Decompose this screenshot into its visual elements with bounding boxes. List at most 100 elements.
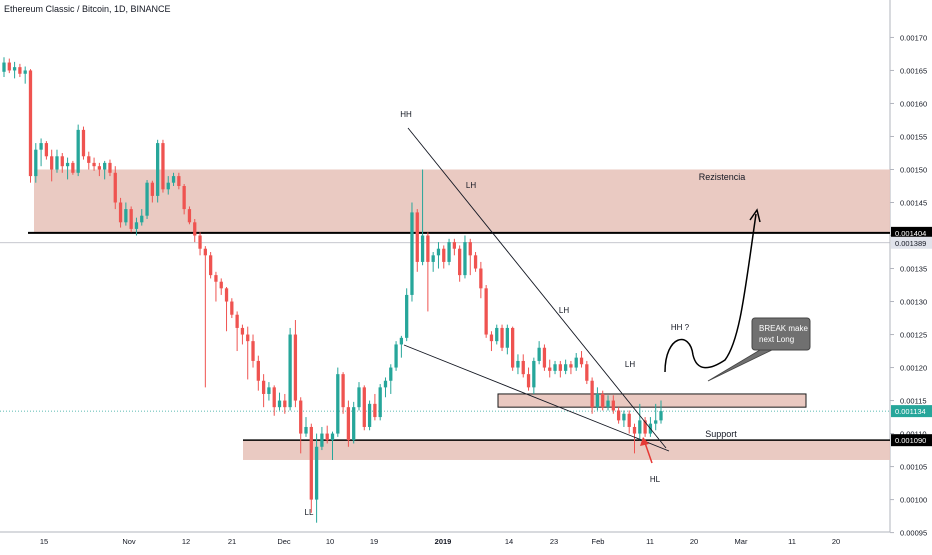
price-tag-prev-bg	[891, 236, 932, 249]
candle-body	[638, 420, 642, 434]
candle-body	[632, 426, 637, 434]
x-tick-label: 11	[646, 537, 654, 546]
label-hl: HL	[650, 475, 661, 484]
y-tick-label: 0.00155	[900, 132, 927, 141]
candle-body	[283, 400, 287, 408]
y-tick-label: 0.00105	[900, 463, 927, 472]
y-tick-label: 0.00110	[900, 430, 927, 439]
x-tick-label: 10	[326, 537, 334, 546]
candle-body	[193, 222, 197, 236]
candle-body	[92, 162, 96, 167]
candle-body	[161, 143, 165, 190]
candle-body	[654, 420, 658, 424]
price-tag-last-bg	[891, 405, 932, 418]
candle-body	[389, 367, 393, 381]
label-support: Support	[705, 429, 737, 439]
candle-body	[601, 393, 605, 408]
price-tag-resistance-bg	[891, 226, 932, 239]
candle-body	[65, 162, 70, 167]
candle-body	[18, 67, 22, 74]
candle-body	[267, 387, 271, 394]
candle-body	[659, 411, 663, 421]
candle-body	[12, 67, 17, 71]
candle-body	[405, 294, 409, 338]
candle-body	[484, 288, 488, 335]
candle-body	[97, 166, 102, 170]
candle-body	[129, 209, 133, 229]
candle-body	[378, 387, 382, 418]
candle-body	[569, 364, 573, 368]
candle-body	[261, 380, 266, 394]
candle-body	[590, 380, 594, 408]
callout-pointer	[707, 349, 773, 382]
candle-body	[452, 242, 457, 249]
candle-body	[394, 344, 398, 368]
candle-body	[76, 129, 80, 173]
x-tick-label: Feb	[592, 537, 605, 546]
candle-body	[643, 420, 647, 434]
price-tag-support-bg	[891, 434, 932, 447]
candle-body	[34, 149, 38, 177]
candle-body	[521, 360, 525, 375]
candle-body	[606, 400, 610, 408]
candle-body	[23, 70, 27, 74]
candle-body	[60, 156, 64, 167]
y-tick-label: 0.00120	[900, 364, 927, 373]
candle-body	[627, 413, 631, 427]
candle-body	[256, 360, 260, 381]
candle-body	[277, 400, 282, 408]
candle-body	[103, 162, 107, 170]
candle-body	[352, 407, 356, 441]
candle-body	[7, 62, 11, 71]
candle-body	[118, 202, 123, 223]
callout-box	[751, 317, 811, 351]
candle-body	[325, 433, 329, 441]
candle-body	[198, 235, 202, 249]
x-tick-label: 20	[690, 537, 698, 546]
candle-body	[622, 413, 626, 421]
candle-body	[479, 268, 483, 289]
candle-body	[489, 334, 494, 342]
y-tick-label: 0.00095	[900, 529, 927, 538]
x-tick-label: Nov	[122, 537, 136, 546]
candle-body	[208, 255, 213, 276]
candle-body	[383, 380, 388, 388]
x-tick-label: 20	[832, 537, 840, 546]
candle-body	[463, 242, 467, 276]
candle-body	[235, 314, 239, 328]
label-hh-question: HH ?	[671, 323, 690, 332]
y-tick-label: 0.00170	[900, 33, 927, 42]
candle-body	[246, 334, 250, 342]
candle-body	[140, 215, 144, 223]
candle-body	[171, 176, 176, 183]
candle-body	[108, 162, 112, 173]
descending-trendline	[407, 127, 667, 449]
candle-body	[150, 182, 154, 196]
candle-body	[362, 387, 366, 427]
candle-body	[330, 433, 335, 441]
candle-body	[203, 248, 207, 256]
candle-body	[145, 182, 149, 216]
chart-title: Ethereum Classic / Bitcoin, 1D, BINANCE	[4, 4, 171, 14]
candle-body	[505, 327, 509, 348]
candle-body	[87, 156, 91, 163]
label-hh: HH	[400, 110, 412, 119]
label-lh-2: LH	[559, 306, 569, 315]
candle-body	[436, 248, 441, 256]
candle-body	[55, 156, 59, 170]
candle-body	[468, 242, 472, 256]
candle-body	[558, 364, 562, 371]
label-rezistencia: Rezistencia	[699, 172, 746, 182]
projection-path	[664, 213, 757, 373]
candle-body	[447, 242, 451, 262]
projection-arrowhead	[749, 208, 761, 223]
candle-body	[585, 364, 589, 381]
candle-body	[39, 143, 43, 150]
candle-body	[304, 426, 308, 434]
candle-body	[346, 407, 351, 441]
candle-body	[574, 357, 578, 368]
x-tick-label: 21	[228, 537, 236, 546]
breakout-box	[497, 393, 807, 408]
